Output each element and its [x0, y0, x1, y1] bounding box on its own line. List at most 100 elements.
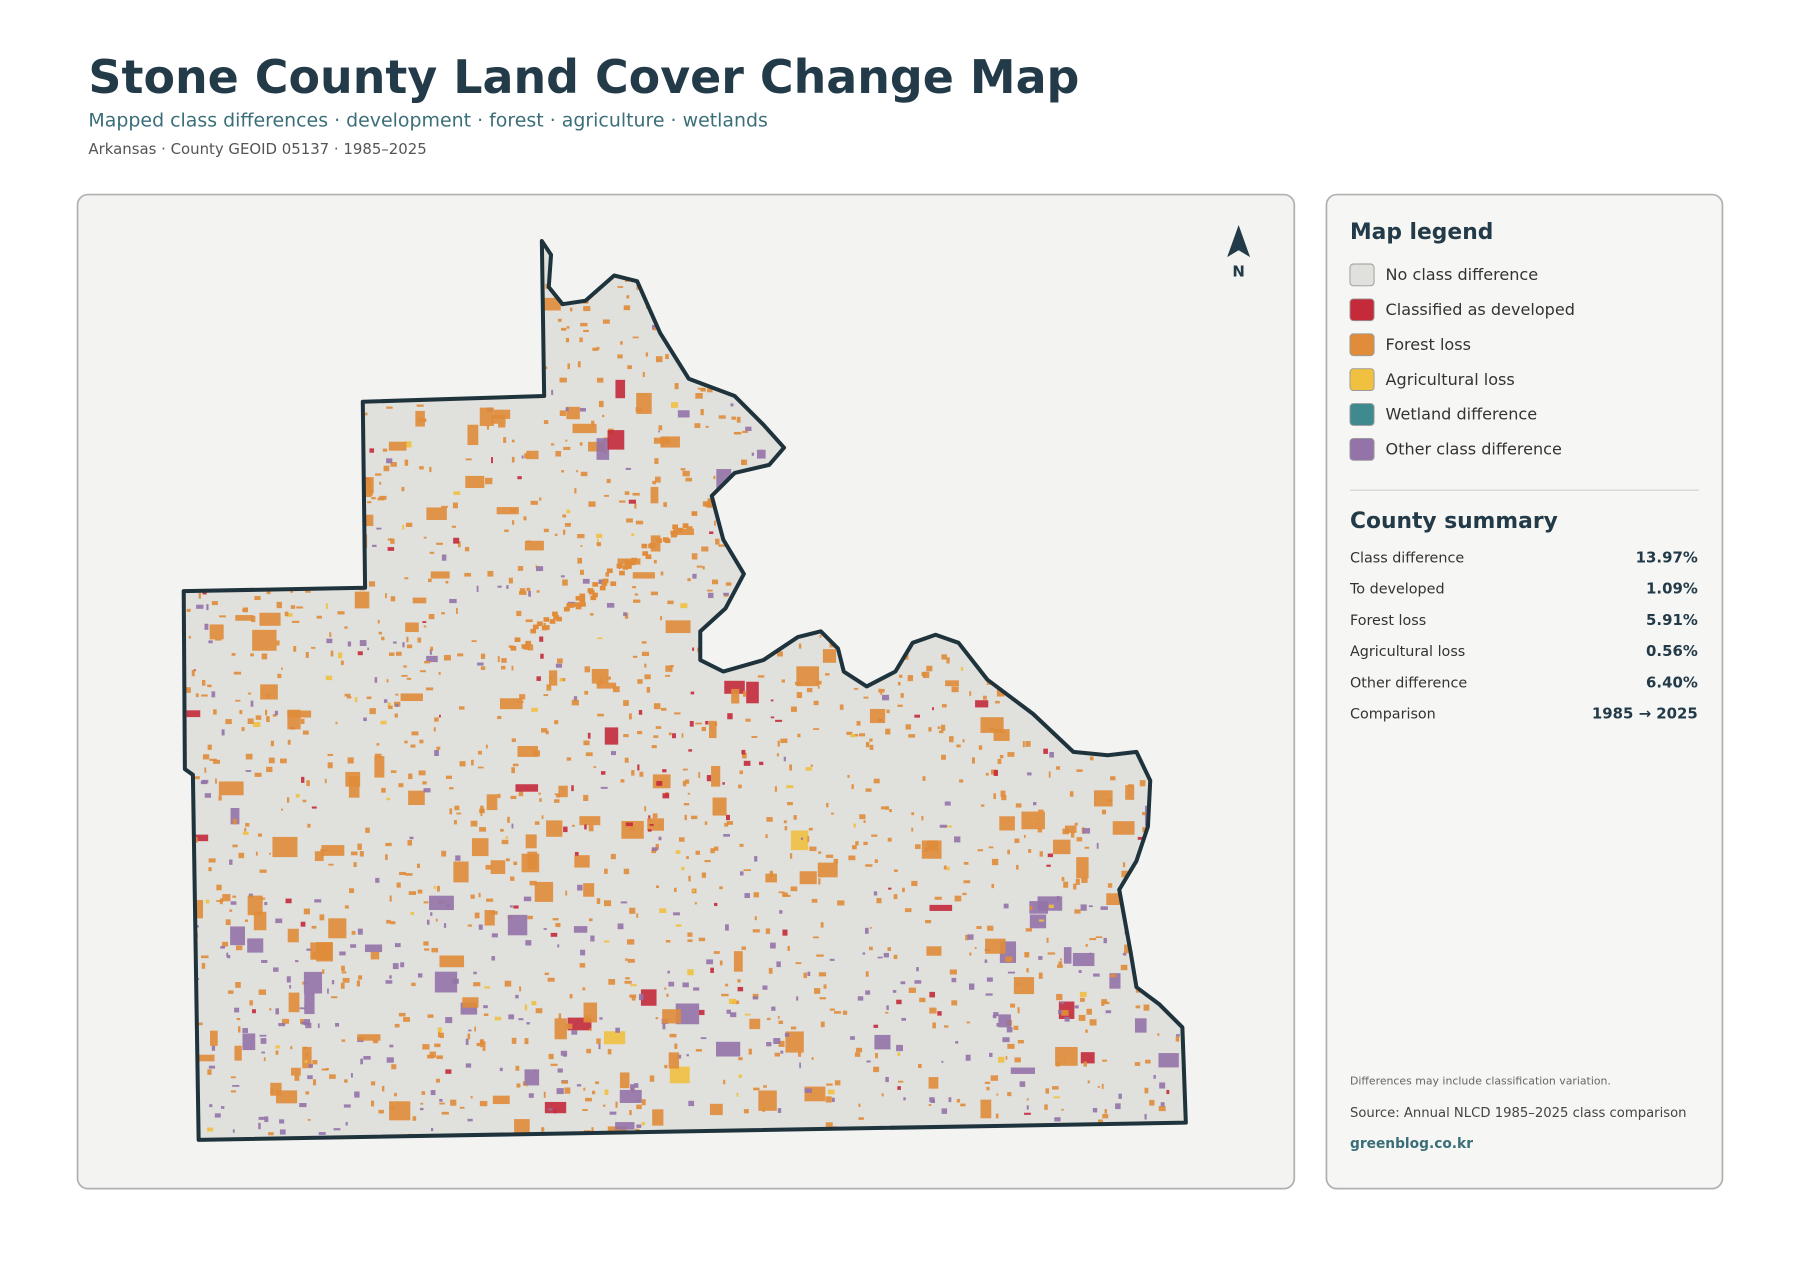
- change-patch: [341, 965, 345, 971]
- change-patch: [186, 608, 191, 612]
- change-patch: [997, 758, 1002, 764]
- change-patch: [627, 939, 635, 945]
- change-patch: [518, 791, 524, 797]
- change-patch: [932, 707, 934, 711]
- change-patch: [354, 697, 358, 703]
- change-patch: [429, 551, 435, 554]
- change-patch: [538, 792, 541, 795]
- change-patch: [591, 1127, 594, 1132]
- change-patch: [903, 1097, 906, 1101]
- change-patch: [996, 1093, 999, 1096]
- change-patch: [329, 632, 332, 638]
- change-patch: [577, 884, 583, 891]
- change-patch: [650, 535, 661, 552]
- change-patch: [196, 604, 204, 609]
- change-patch: [1107, 798, 1112, 802]
- change-patch: [553, 614, 559, 620]
- change-patch: [388, 441, 407, 451]
- change-patch: [457, 541, 461, 548]
- change-patch: [497, 715, 502, 720]
- change-patch: [484, 986, 491, 989]
- change-patch: [527, 915, 533, 920]
- change-patch: [454, 805, 460, 811]
- change-patch: [429, 466, 432, 473]
- change-patch: [787, 945, 790, 951]
- change-patch: [429, 649, 432, 655]
- change-patch: [695, 722, 702, 725]
- change-patch: [975, 700, 989, 708]
- change-patch: [783, 756, 786, 762]
- change-patch: [486, 794, 498, 811]
- change-patch: [799, 871, 817, 885]
- change-patch: [976, 925, 982, 929]
- change-patch: [754, 856, 758, 862]
- change-patch: [483, 1013, 489, 1016]
- change-patch: [402, 642, 405, 648]
- change-patch: [728, 998, 737, 1004]
- change-patch: [357, 843, 362, 850]
- change-patch: [389, 1044, 394, 1048]
- change-patch: [430, 1090, 436, 1096]
- change-patch: [517, 476, 522, 480]
- change-patch: [653, 735, 659, 738]
- change-patch: [625, 977, 630, 980]
- change-patch: [713, 846, 719, 851]
- change-patch: [1056, 766, 1061, 770]
- change-patch: [204, 793, 212, 798]
- change-patch: [208, 858, 216, 863]
- change-patch: [386, 679, 389, 683]
- change-patch: [603, 940, 610, 943]
- change-patch: [588, 501, 596, 507]
- change-patch: [377, 619, 380, 624]
- change-patch: [652, 1109, 664, 1126]
- change-patch: [921, 816, 924, 821]
- change-patch: [473, 971, 477, 975]
- change-patch: [818, 878, 821, 885]
- change-patch: [800, 837, 804, 840]
- change-patch: [1079, 991, 1087, 998]
- change-patch: [748, 1048, 752, 1055]
- change-patch: [941, 1108, 948, 1114]
- change-patch: [405, 522, 413, 527]
- change-patch: [519, 588, 526, 594]
- change-patch: [499, 698, 523, 710]
- change-patch: [724, 822, 729, 827]
- change-patch: [290, 1046, 293, 1050]
- change-patch: [420, 670, 426, 673]
- change-patch: [667, 600, 674, 605]
- change-patch: [324, 778, 327, 784]
- change-patch: [366, 696, 372, 700]
- change-patch: [718, 415, 726, 419]
- change-patch: [471, 838, 489, 857]
- change-patch: [623, 700, 629, 706]
- change-patch: [1058, 1009, 1062, 1015]
- change-patch: [583, 1087, 586, 1091]
- change-patch: [242, 1028, 249, 1033]
- change-patch: [599, 1017, 603, 1020]
- change-patch: [632, 572, 655, 579]
- change-patch: [341, 971, 347, 974]
- change-patch: [885, 728, 891, 735]
- change-patch: [575, 595, 582, 601]
- change-patch: [811, 898, 818, 903]
- change-patch: [390, 538, 395, 544]
- change-patch: [307, 1119, 311, 1121]
- change-patch: [682, 768, 688, 771]
- change-patch: [596, 438, 610, 460]
- change-patch: [927, 840, 938, 851]
- change-patch: [918, 1063, 922, 1069]
- change-patch: [1122, 952, 1127, 956]
- change-patch: [856, 720, 861, 726]
- change-patch: [1121, 870, 1130, 878]
- change-patch: [984, 959, 988, 963]
- change-patch: [908, 987, 916, 993]
- change-patch: [986, 977, 993, 982]
- change-patch: [554, 799, 560, 803]
- change-patch: [941, 1060, 944, 1063]
- change-patch: [306, 948, 312, 951]
- change-patch: [528, 1093, 534, 1098]
- change-patch: [350, 1073, 353, 1078]
- change-patch: [929, 1097, 935, 1103]
- change-patch: [230, 926, 246, 946]
- change-patch: [552, 918, 559, 921]
